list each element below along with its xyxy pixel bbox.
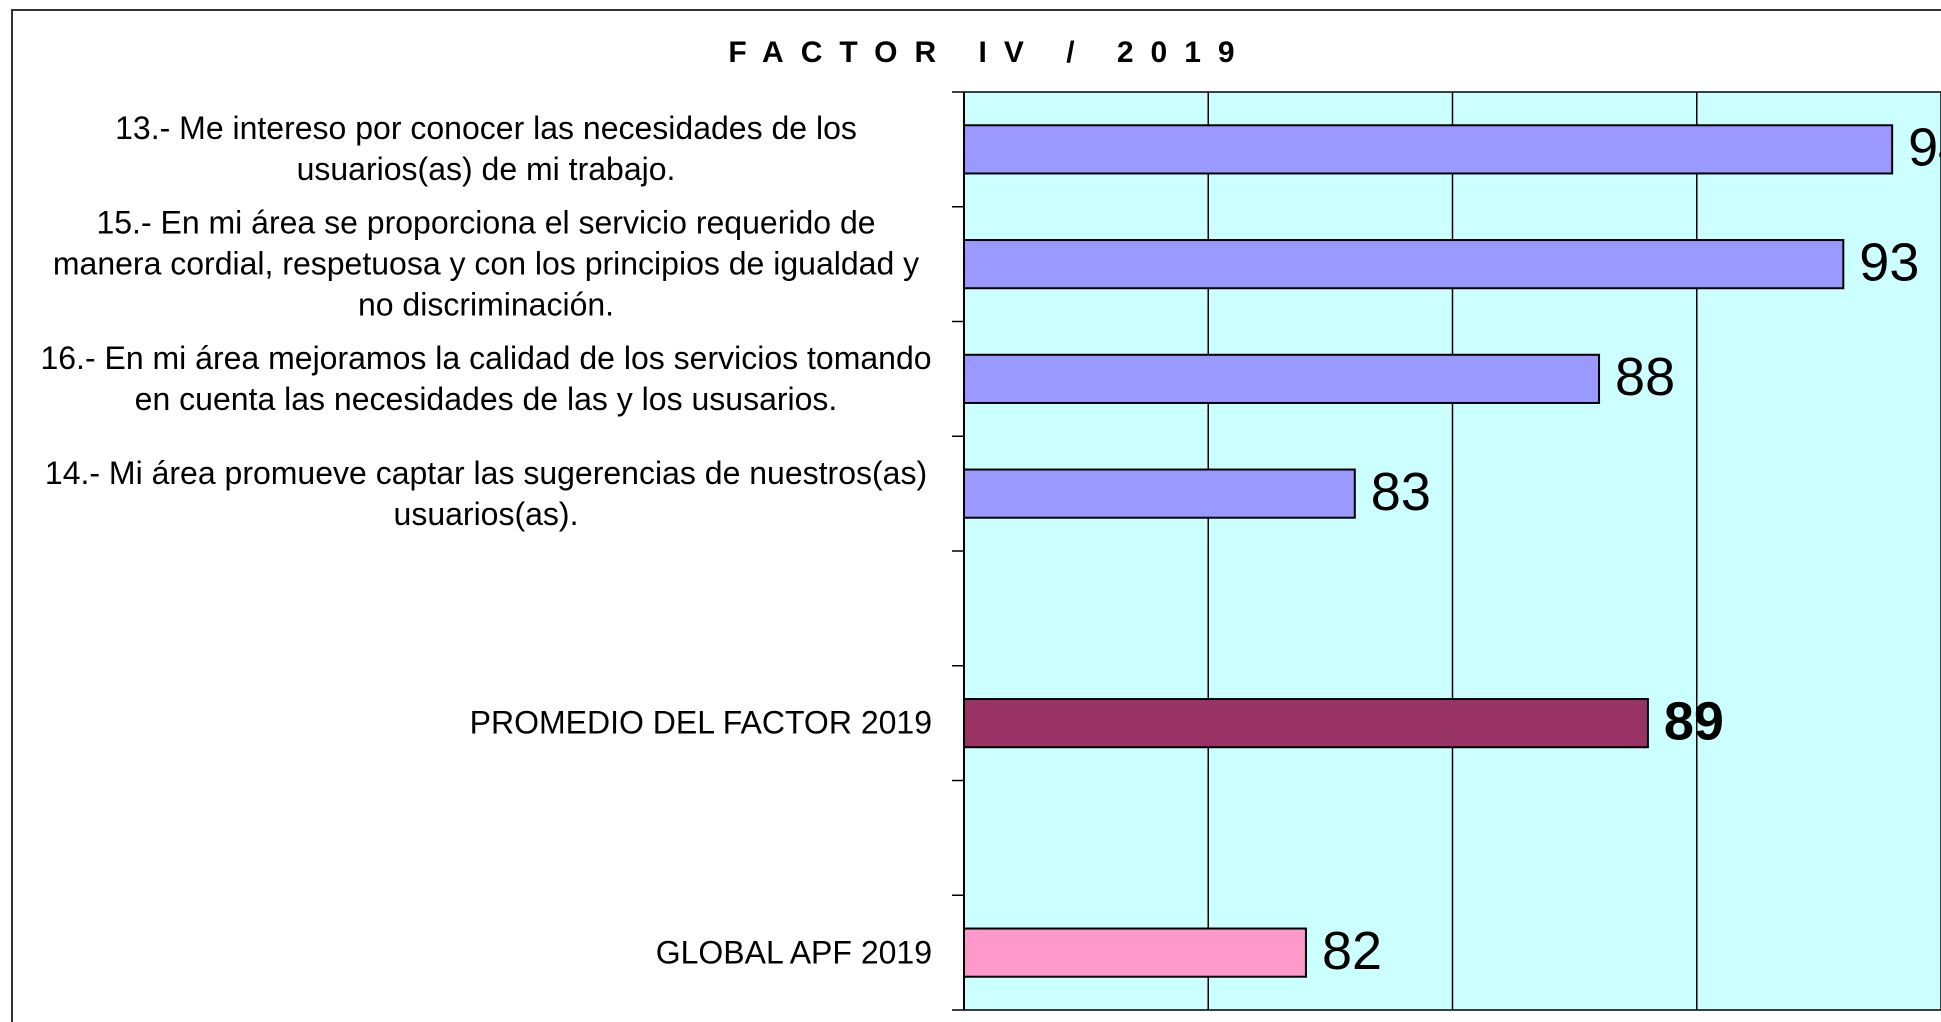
bar	[963, 698, 1649, 749]
category-label: 14.- Mi área promueve captar las sugeren…	[44, 454, 928, 532]
category-label: 16.- En mi área mejoramos la calidad de …	[40, 339, 932, 417]
frame	[11, 9, 1941, 1022]
value-label: 94	[1908, 118, 1941, 178]
value-label: 88	[1615, 347, 1675, 407]
bar	[963, 927, 1307, 978]
category-label: PROMEDIO DEL FACTOR 2019	[469, 704, 932, 741]
bar	[963, 468, 1356, 519]
bar	[963, 124, 1894, 175]
bar	[963, 239, 1845, 290]
value-label: 89	[1664, 691, 1724, 751]
category-label: 15.- En mi área se proporciona el servic…	[52, 204, 920, 323]
bar	[963, 353, 1601, 404]
category-label: 13.- Me intereso por conocer las necesid…	[115, 110, 857, 188]
value-label: 83	[1371, 462, 1431, 522]
chart-title: FACTOR IV / 2019	[728, 36, 1252, 69]
value-label: 93	[1859, 232, 1919, 292]
category-label: GLOBAL APF 2019	[655, 934, 932, 971]
value-label: 82	[1322, 921, 1382, 981]
